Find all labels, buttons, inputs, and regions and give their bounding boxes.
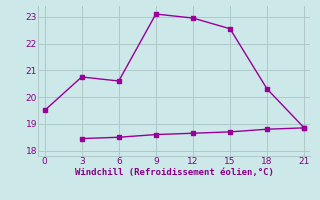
X-axis label: Windchill (Refroidissement éolien,°C): Windchill (Refroidissement éolien,°C) [75,168,274,177]
